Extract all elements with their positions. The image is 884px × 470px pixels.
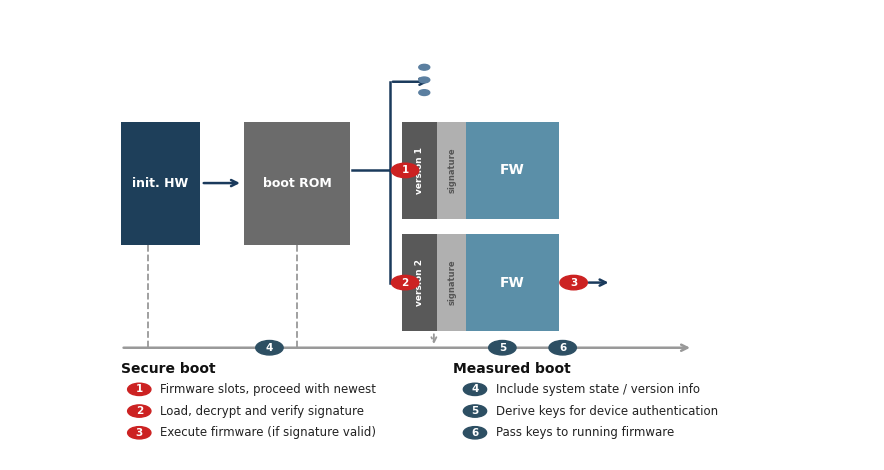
Circle shape: [489, 340, 516, 355]
Text: 2: 2: [135, 406, 143, 416]
Text: init. HW: init. HW: [132, 177, 188, 189]
Bar: [466, 234, 559, 331]
Bar: [466, 122, 559, 219]
Text: version 1: version 1: [415, 147, 424, 194]
Text: Secure boot: Secure boot: [121, 362, 216, 376]
Bar: [438, 122, 466, 219]
Circle shape: [560, 275, 587, 290]
Text: 2: 2: [401, 278, 408, 288]
Text: 4: 4: [471, 384, 478, 394]
Bar: [401, 234, 438, 331]
Text: FW: FW: [500, 164, 525, 177]
Text: boot ROM: boot ROM: [263, 177, 332, 189]
Bar: [244, 122, 350, 244]
Circle shape: [463, 383, 486, 395]
Text: Measured boot: Measured boot: [453, 362, 571, 376]
Text: Firmware slots, proceed with newest: Firmware slots, proceed with newest: [160, 383, 376, 396]
Text: signature: signature: [447, 148, 456, 193]
Bar: [401, 122, 438, 219]
Text: FW: FW: [500, 275, 525, 290]
Text: Execute firmware (if signature valid): Execute firmware (if signature valid): [160, 426, 376, 439]
Text: 6: 6: [559, 343, 567, 352]
Circle shape: [127, 427, 151, 439]
Circle shape: [463, 405, 486, 417]
Text: Load, decrypt and verify signature: Load, decrypt and verify signature: [160, 405, 364, 417]
Bar: [438, 234, 466, 331]
Text: Derive keys for device authentication: Derive keys for device authentication: [496, 405, 718, 417]
Text: 4: 4: [266, 343, 273, 352]
Text: signature: signature: [447, 260, 456, 306]
Circle shape: [392, 275, 419, 290]
Text: 1: 1: [135, 384, 143, 394]
Circle shape: [392, 163, 419, 178]
Text: 5: 5: [471, 406, 478, 416]
Text: 5: 5: [499, 343, 506, 352]
Circle shape: [419, 90, 430, 95]
Text: version 2: version 2: [415, 259, 424, 306]
Circle shape: [127, 405, 151, 417]
Circle shape: [127, 383, 151, 395]
Text: Include system state / version info: Include system state / version info: [496, 383, 699, 396]
Text: Pass keys to running firmware: Pass keys to running firmware: [496, 426, 674, 439]
Text: 3: 3: [570, 278, 577, 288]
Circle shape: [419, 77, 430, 83]
Circle shape: [419, 64, 430, 70]
Text: 3: 3: [135, 428, 143, 438]
Circle shape: [549, 340, 576, 355]
Text: 6: 6: [471, 428, 478, 438]
Bar: [121, 122, 200, 244]
Circle shape: [463, 427, 486, 439]
Text: 1: 1: [401, 165, 408, 175]
Circle shape: [255, 340, 283, 355]
